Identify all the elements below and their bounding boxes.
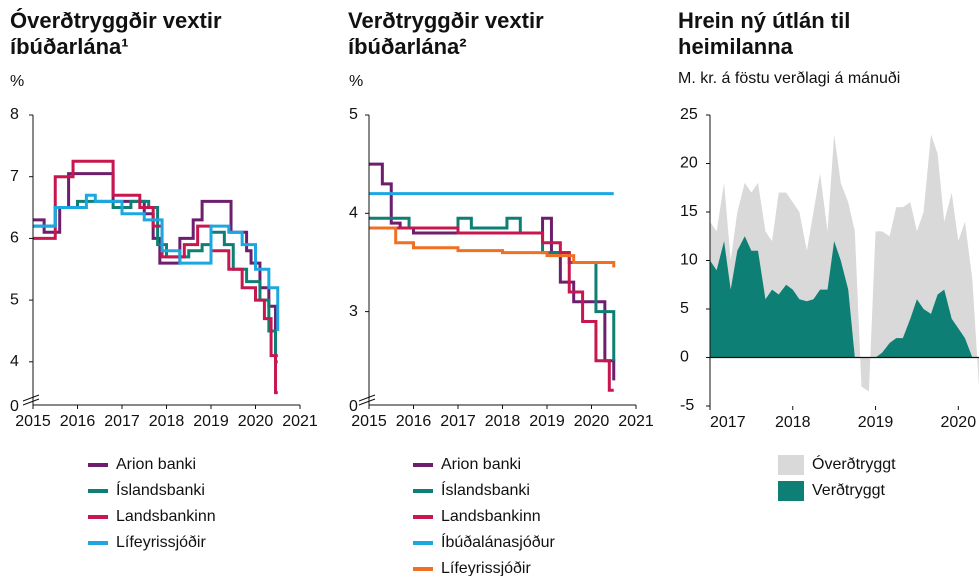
x-tick-label: 2019 bbox=[529, 413, 565, 430]
y-tick-label: 5 bbox=[349, 106, 358, 123]
y-break-label: 0 bbox=[349, 398, 358, 415]
x-tick-label: 2016 bbox=[396, 413, 432, 430]
x-tick-label: 2020 bbox=[574, 413, 610, 430]
legend-label: Íslandsbanki bbox=[441, 480, 530, 499]
y-axis-label: % bbox=[10, 73, 24, 90]
legend-label: Arion banki bbox=[116, 456, 196, 473]
x-tick-label: 2021 bbox=[282, 413, 318, 430]
y-tick-label: 25 bbox=[680, 106, 698, 123]
x-tick-label: 2020 bbox=[941, 414, 977, 431]
series-line bbox=[33, 193, 280, 331]
axis-break bbox=[358, 398, 376, 406]
chart-title: Verðtryggðir vextir íbúðarlána² bbox=[348, 8, 544, 59]
legend-label: Arion banki bbox=[441, 456, 521, 473]
y-tick-label: 6 bbox=[10, 230, 19, 247]
y-tick-label: 3 bbox=[349, 303, 358, 320]
series-line bbox=[369, 216, 616, 361]
x-tick-label: 2016 bbox=[60, 413, 96, 430]
x-tick-label: 2021 bbox=[618, 413, 654, 430]
x-tick-label: 2018 bbox=[775, 414, 811, 431]
legend-label: Íslandsbanki bbox=[116, 480, 205, 499]
x-tick-label: 2017 bbox=[710, 414, 746, 431]
y-tick-label: -5 bbox=[680, 397, 694, 414]
legend-label: Landsbankinn bbox=[441, 508, 541, 525]
y-tick-label: 4 bbox=[10, 353, 19, 370]
legend-label: Verðtryggt bbox=[812, 482, 885, 499]
x-tick-label: 2018 bbox=[485, 413, 521, 430]
y-tick-label: 5 bbox=[10, 291, 19, 308]
y-tick-label: 8 bbox=[10, 106, 19, 123]
legend-label: Landsbankinn bbox=[116, 508, 216, 525]
series-line bbox=[369, 226, 614, 392]
series-line bbox=[33, 159, 278, 395]
series-line bbox=[369, 226, 616, 268]
y-break-label: 0 bbox=[10, 398, 19, 415]
x-tick-label: 2015 bbox=[15, 413, 51, 430]
legend-swatch bbox=[778, 481, 804, 501]
axis-break bbox=[358, 394, 376, 402]
chart-title: Óverðtryggðir vextir íbúðarlána¹ bbox=[10, 8, 222, 59]
y-tick-label: 4 bbox=[349, 205, 358, 222]
legend-label: Lífeyrissjóðir bbox=[116, 534, 206, 551]
y-tick-label: 5 bbox=[680, 300, 689, 317]
legend-swatch bbox=[778, 455, 804, 475]
series-line bbox=[33, 172, 278, 358]
legend-label: Íbúðalánasjóður bbox=[441, 532, 556, 551]
legend-label: Óverðtryggt bbox=[812, 454, 896, 473]
y-tick-label: 7 bbox=[10, 168, 19, 185]
legend-label: Lífeyrissjóðir bbox=[441, 560, 531, 576]
x-tick-label: 2018 bbox=[149, 413, 185, 430]
y-tick-label: 15 bbox=[680, 203, 698, 220]
y-tick-label: 0 bbox=[680, 349, 689, 366]
y-tick-label: 20 bbox=[680, 155, 698, 172]
x-tick-label: 2017 bbox=[104, 413, 140, 430]
x-tick-label: 2015 bbox=[351, 413, 387, 430]
y-tick-label: 10 bbox=[680, 252, 698, 269]
series-line bbox=[369, 162, 616, 381]
chart-subtitle: M. kr. á föstu verðlagi á mánuði bbox=[678, 70, 901, 87]
x-tick-label: 2019 bbox=[193, 413, 229, 430]
axis-break bbox=[22, 394, 40, 402]
series-area bbox=[710, 236, 979, 358]
chart-title: Hrein ný útlán til heimilanna bbox=[678, 8, 851, 59]
x-tick-label: 2020 bbox=[238, 413, 274, 430]
x-tick-label: 2017 bbox=[440, 413, 476, 430]
axis-break bbox=[22, 398, 40, 406]
y-axis-label: % bbox=[349, 73, 363, 90]
series-line bbox=[33, 199, 278, 364]
x-tick-label: 2019 bbox=[858, 414, 894, 431]
